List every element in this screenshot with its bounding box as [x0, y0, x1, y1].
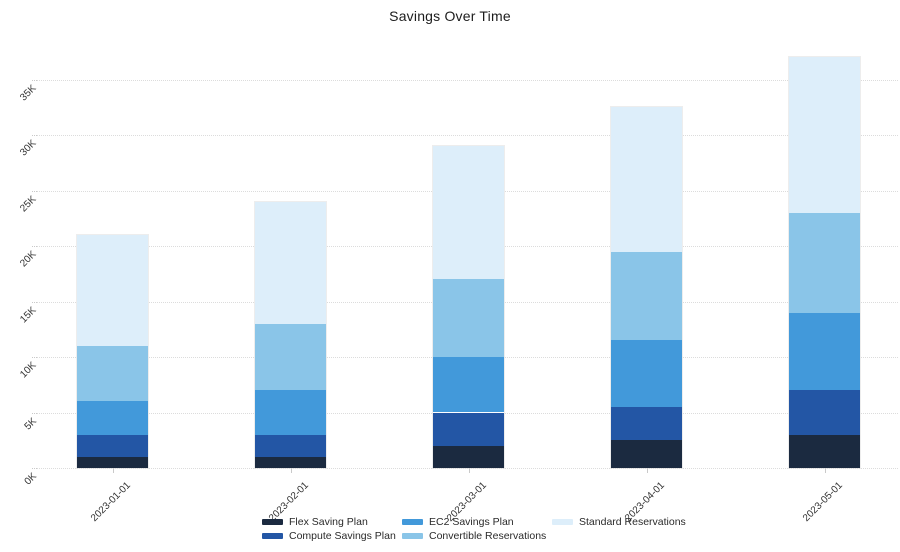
x-tick-label: 2023-03-01	[430, 475, 489, 524]
x-tick-mark	[824, 468, 826, 473]
bar-segment-2023-03-01[interactable]	[433, 146, 504, 280]
y-tick-mark	[32, 135, 37, 136]
legend-label: EC2 Savings Plan	[429, 516, 514, 528]
bar-segment-2023-05-01[interactable]	[789, 312, 860, 391]
bar-2023-01-01[interactable]	[77, 234, 148, 468]
y-tick-text: 35K	[18, 82, 39, 103]
bar-segment-2023-01-01[interactable]	[77, 234, 148, 346]
y-tick-text: 10K	[18, 360, 39, 381]
bar-segment-2023-03-01[interactable]	[433, 356, 504, 413]
legend-label: Compute Savings Plan	[289, 530, 396, 542]
bar-segment-2023-04-01[interactable]	[611, 406, 682, 441]
x-tick-label: 2023-04-01	[608, 475, 667, 524]
y-tick-text: 0K	[22, 471, 39, 488]
y-tick-mark	[32, 412, 37, 414]
legend-swatch	[552, 519, 573, 525]
bar-2023-05-01[interactable]	[789, 57, 860, 468]
legend-label: Flex Saving Plan	[289, 516, 368, 528]
legend-item-ec2-savings-plan[interactable]: EC2 Savings Plan	[402, 516, 514, 528]
x-tick-label: 2023-01-01	[74, 475, 133, 524]
legend-item-convertible-reservations[interactable]: Convertible Reservations	[402, 530, 546, 542]
bar-segment-2023-02-01[interactable]	[255, 456, 326, 468]
bar-segment-2023-04-01[interactable]	[611, 340, 682, 407]
x-tick-text: 2023-01-01	[89, 480, 134, 524]
legend-swatch	[402, 519, 423, 525]
gridline-35K	[37, 79, 898, 81]
y-tick-label: 20K	[13, 244, 38, 269]
legend-swatch	[402, 533, 423, 539]
x-tick-mark	[290, 468, 292, 473]
bar-segment-2023-04-01[interactable]	[611, 251, 682, 341]
y-tick-label: 5K	[19, 411, 38, 432]
y-tick-label: 25K	[13, 189, 38, 214]
legend-item-compute-savings-plan[interactable]: Compute Savings Plan	[262, 530, 396, 542]
chart-title: Savings Over Time	[389, 8, 511, 24]
bar-segment-2023-01-01[interactable]	[77, 434, 148, 457]
bar-segment-2023-02-01[interactable]	[255, 201, 326, 324]
bar-segment-2023-02-01[interactable]	[255, 390, 326, 435]
y-tick-label: 10K	[13, 355, 38, 380]
legend-swatch	[262, 519, 283, 525]
bar-segment-2023-02-01[interactable]	[255, 323, 326, 391]
y-tick-mark	[32, 190, 37, 192]
y-tick-mark	[32, 357, 37, 358]
bar-segment-2023-03-01[interactable]	[433, 412, 504, 446]
y-tick-label: 35K	[13, 78, 38, 103]
bar-segment-2023-04-01[interactable]	[611, 440, 682, 468]
bar-segment-2023-02-01[interactable]	[255, 434, 326, 457]
bar-segment-2023-05-01[interactable]	[789, 390, 860, 435]
bar-segment-2023-05-01[interactable]	[789, 212, 860, 313]
bar-2023-04-01[interactable]	[611, 107, 682, 468]
bar-segment-2023-01-01[interactable]	[77, 345, 148, 402]
x-tick-mark	[646, 468, 648, 473]
bar-segment-2023-04-01[interactable]	[611, 107, 682, 252]
bar-2023-03-01[interactable]	[433, 146, 504, 468]
y-tick-mark	[32, 79, 37, 81]
bar-segment-2023-01-01[interactable]	[77, 401, 148, 435]
x-tick-mark	[112, 468, 114, 473]
x-tick-label: 2023-05-01	[786, 475, 845, 524]
y-tick-mark	[32, 468, 37, 469]
legend-label: Standard Reservations	[579, 516, 686, 528]
y-tick-label: 15K	[13, 300, 38, 325]
x-tick-text: 2023-05-01	[801, 480, 846, 524]
x-tick-label: 2023-02-01	[252, 475, 311, 524]
bar-segment-2023-03-01[interactable]	[433, 279, 504, 357]
y-tick-text: 15K	[18, 304, 39, 325]
y-tick-label: 30K	[13, 133, 38, 158]
legend-item-standard-reservations[interactable]: Standard Reservations	[552, 516, 686, 528]
y-tick-mark	[32, 301, 37, 303]
bar-segment-2023-01-01[interactable]	[77, 456, 148, 468]
y-tick-text: 25K	[18, 193, 39, 214]
y-tick-mark	[32, 246, 37, 247]
y-tick-label: 0K	[19, 466, 38, 487]
y-tick-text: 20K	[18, 249, 39, 270]
bar-segment-2023-05-01[interactable]	[789, 57, 860, 213]
gridline-0K	[37, 468, 898, 469]
bar-segment-2023-05-01[interactable]	[789, 434, 860, 468]
y-tick-text: 5K	[22, 415, 39, 432]
legend-label: Convertible Reservations	[429, 530, 547, 542]
legend-item-flex-saving-plan[interactable]: Flex Saving Plan	[262, 516, 368, 528]
legend-swatch	[262, 533, 283, 539]
bar-2023-02-01[interactable]	[255, 201, 326, 468]
bar-segment-2023-03-01[interactable]	[433, 445, 504, 468]
x-tick-mark	[468, 468, 470, 473]
y-tick-text: 30K	[18, 138, 39, 159]
gridline-30K	[37, 135, 898, 136]
